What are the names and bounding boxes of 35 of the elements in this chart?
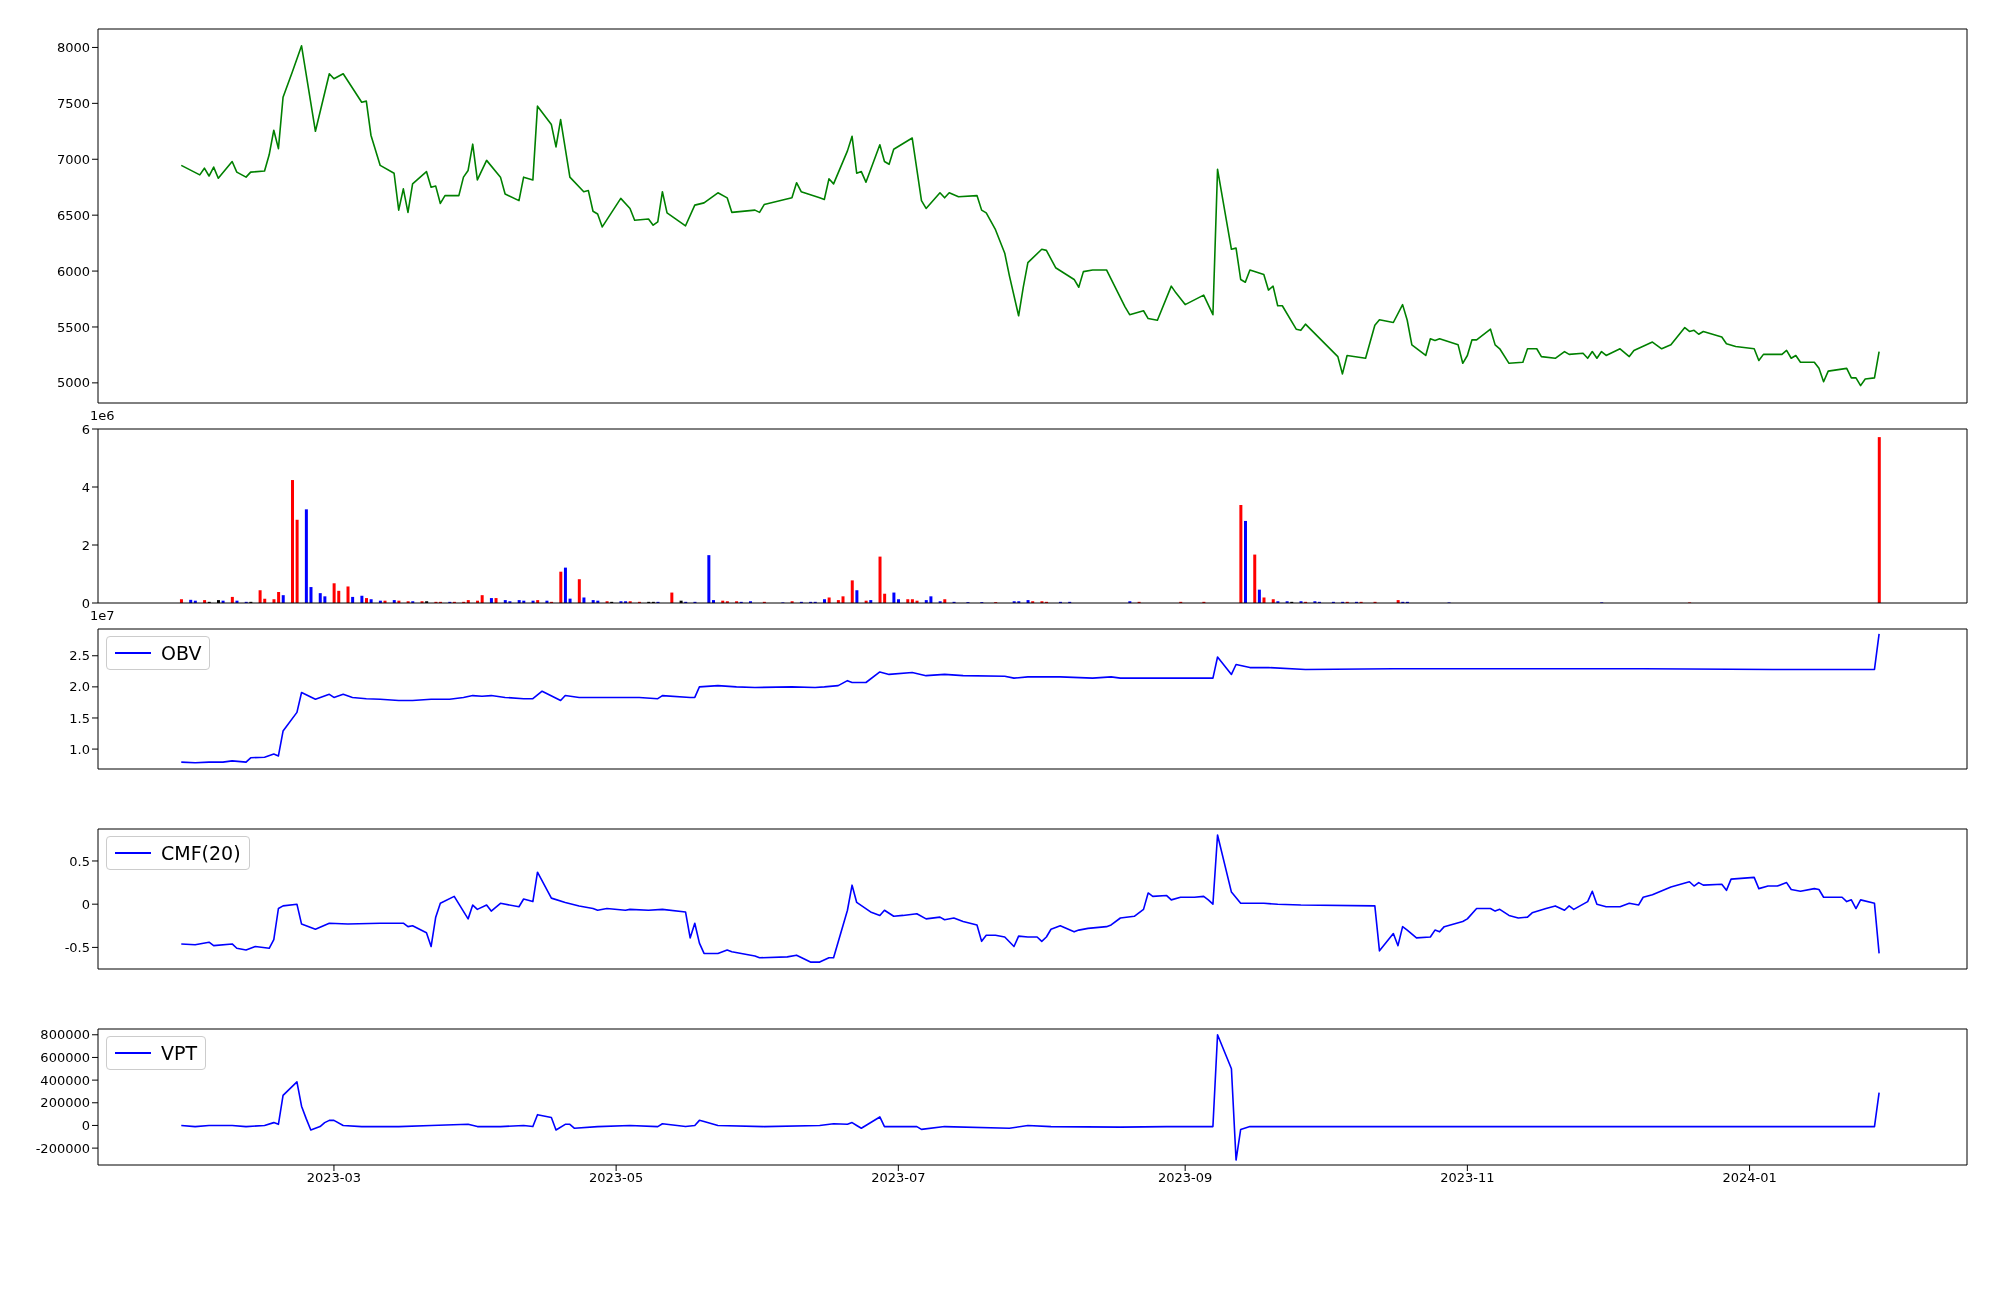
y-tick-label: -0.5 xyxy=(64,940,90,956)
y-tick-label: 6 xyxy=(81,421,90,437)
y-tick-label: 0 xyxy=(81,896,90,912)
x-tick-label: 2023-09 xyxy=(1158,1170,1213,1186)
y-tick-label: 800000 xyxy=(40,1027,90,1043)
x-tick-label: 2024-01 xyxy=(1722,1170,1777,1186)
y-tick-label: 7000 xyxy=(56,151,90,167)
y-tick-label: 200000 xyxy=(40,1095,90,1111)
y-tick-label: 400000 xyxy=(40,1072,90,1088)
y-tick-label: -200000 xyxy=(35,1140,90,1156)
y-tick-label: 1.0 xyxy=(69,741,90,757)
x-tick-label: 2023-11 xyxy=(1440,1170,1495,1186)
y-tick-label: 5000 xyxy=(56,375,90,391)
text: 1e7 xyxy=(90,608,115,623)
y-tick-label: 1.5 xyxy=(69,710,90,726)
y-tick-label: 0 xyxy=(81,1118,90,1134)
y-tick-label: 2 xyxy=(81,537,90,553)
y-tick-label: 2.0 xyxy=(69,679,90,695)
legend-label: OBV xyxy=(161,642,202,664)
legend-label: VPT xyxy=(161,1042,198,1064)
y-tick-label: 6000 xyxy=(56,263,90,279)
y-tick-label: 5500 xyxy=(56,319,90,335)
text: 1e6 xyxy=(90,408,115,423)
y-tick-label: 6500 xyxy=(56,207,90,223)
x-tick-label: 2023-03 xyxy=(306,1170,362,1186)
y-tick-label: 0.5 xyxy=(69,853,90,869)
y-tick-label: 0 xyxy=(81,595,90,611)
x-tick-label: 2023-05 xyxy=(588,1170,644,1186)
x-tick-label: 2023-07 xyxy=(871,1170,926,1186)
y-tick-label: 7500 xyxy=(56,95,90,111)
y-tick-label: 600000 xyxy=(40,1050,90,1066)
y-tick-label: 8000 xyxy=(56,40,90,56)
legend-label: CMF(20) xyxy=(161,842,241,864)
y-tick-label: 4 xyxy=(81,479,90,495)
y-tick-label: 2.5 xyxy=(69,648,90,664)
